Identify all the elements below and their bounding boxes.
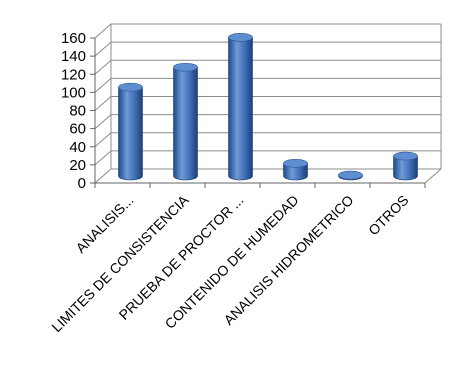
gridline bbox=[94, 132, 441, 148]
bar bbox=[338, 170, 363, 181]
gridline bbox=[94, 168, 441, 184]
gridline bbox=[94, 114, 441, 130]
bar-body bbox=[228, 37, 253, 181]
y-tick-label: 0 bbox=[78, 175, 86, 192]
gridline bbox=[94, 23, 441, 39]
bar-top bbox=[393, 151, 418, 161]
gridline bbox=[94, 150, 441, 166]
gridline bbox=[94, 96, 441, 111]
bar bbox=[283, 159, 308, 181]
y-tick-label: 140 bbox=[61, 48, 86, 65]
bar-body bbox=[173, 66, 198, 181]
chart-bars bbox=[118, 33, 418, 181]
y-tick-label: 160 bbox=[61, 30, 86, 47]
y-tick-label: 60 bbox=[69, 121, 86, 138]
bar-top bbox=[283, 159, 308, 168]
gridline bbox=[94, 41, 441, 57]
y-tick-label: 120 bbox=[61, 66, 86, 83]
y-tick-label: 100 bbox=[61, 84, 86, 101]
bar-body bbox=[283, 163, 308, 181]
y-tick-label: 40 bbox=[69, 139, 86, 156]
bar-top bbox=[228, 33, 253, 42]
bar bbox=[228, 33, 253, 181]
bar-body bbox=[118, 86, 143, 181]
bar-top bbox=[338, 170, 363, 180]
bar-body bbox=[393, 155, 418, 181]
chart-axes bbox=[90, 37, 442, 188]
chart-grid bbox=[94, 23, 442, 184]
floor-right-edge bbox=[424, 168, 442, 184]
bar-top bbox=[173, 62, 198, 72]
gridline bbox=[94, 77, 441, 93]
y-tick-label: 20 bbox=[69, 157, 86, 174]
bar bbox=[118, 82, 143, 181]
bar bbox=[173, 62, 198, 181]
gridline bbox=[94, 59, 441, 75]
bar-top bbox=[118, 82, 143, 92]
x-category-label: OTROS bbox=[365, 192, 412, 239]
bar bbox=[393, 151, 418, 181]
y-tick-label: 80 bbox=[69, 103, 86, 120]
